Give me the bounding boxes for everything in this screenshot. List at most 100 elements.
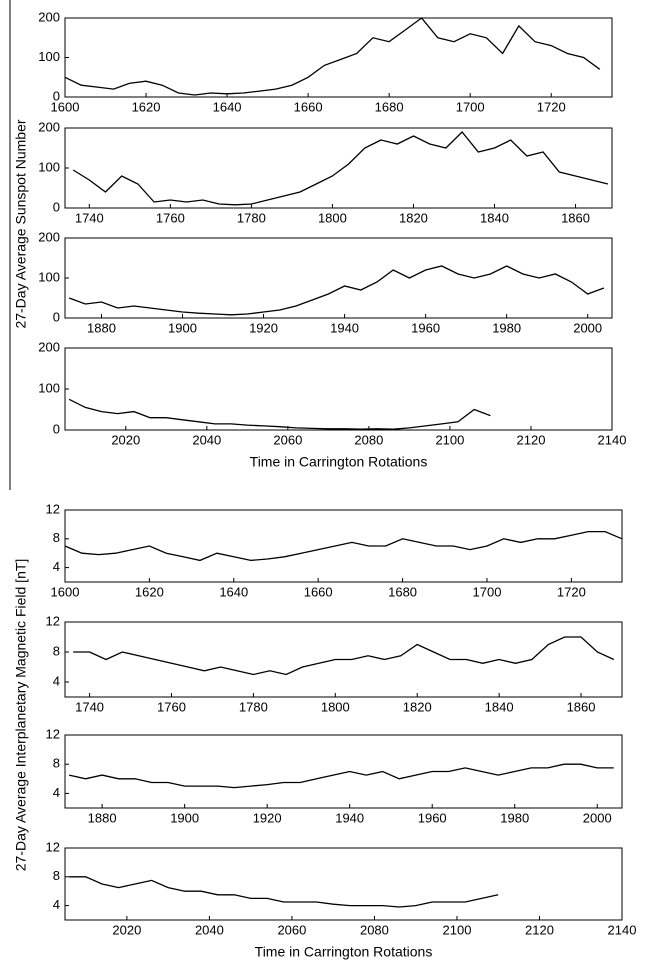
x-tick-label: 1800 <box>321 699 350 714</box>
plot-frame <box>64 621 623 698</box>
y-tick-label: 200 <box>38 229 60 244</box>
data-line <box>68 265 605 316</box>
x-tick-label: 2000 <box>573 320 602 335</box>
y-tick-label: 8 <box>53 530 60 545</box>
y-tick-label: 100 <box>38 49 60 64</box>
x-tick-label: 2140 <box>608 922 637 937</box>
y-tick-label: 8 <box>53 643 60 658</box>
x-tick-label: 1940 <box>335 810 364 825</box>
x-tick-label: 1920 <box>253 810 282 825</box>
plot-frame <box>64 734 623 809</box>
x-tick-label: 1720 <box>537 99 566 114</box>
x-tick-label: 1660 <box>294 99 323 114</box>
x-axis-label: Time in Carrington Rotations <box>250 454 428 470</box>
x-tick-label: 1680 <box>388 584 417 599</box>
x-tick-label: 1600 <box>51 99 80 114</box>
x-tick-label: 2040 <box>195 922 224 937</box>
y-tick-label: 100 <box>38 269 60 284</box>
x-tick-label: 1980 <box>492 320 521 335</box>
x-tick-label: 1940 <box>330 320 359 335</box>
y-tick-label: 0 <box>53 421 60 436</box>
y-tick-label: 100 <box>38 159 60 174</box>
x-tick-label: 1640 <box>213 99 242 114</box>
x-tick-label: 2120 <box>525 922 554 937</box>
data-line <box>69 876 499 908</box>
x-tick-label: 2020 <box>111 432 140 447</box>
x-tick-label: 2080 <box>360 922 389 937</box>
y-tick-label: 200 <box>38 9 60 24</box>
data-line <box>64 17 601 96</box>
x-tick-label: 1840 <box>485 699 514 714</box>
x-tick-label: 1700 <box>473 584 502 599</box>
x-tick-label: 1600 <box>51 584 80 599</box>
y-tick-label: 8 <box>53 868 60 883</box>
x-tick-label: 1860 <box>567 699 596 714</box>
x-tick-label: 1740 <box>75 699 104 714</box>
x-tick-label: 1720 <box>557 584 586 599</box>
data-line <box>73 636 615 676</box>
data-line <box>68 398 491 430</box>
plot-frame <box>64 127 613 209</box>
y-tick-label: 12 <box>46 613 60 628</box>
x-tick-label: 1700 <box>456 99 485 114</box>
plot-frame <box>64 347 613 431</box>
x-tick-label: 2040 <box>192 432 221 447</box>
x-tick-label: 2000 <box>583 810 612 825</box>
y-tick-label: 12 <box>46 839 60 854</box>
x-tick-label: 1780 <box>239 699 268 714</box>
x-tick-label: 1640 <box>219 584 248 599</box>
y-tick-label: 4 <box>53 785 60 800</box>
x-tick-label: 1900 <box>168 320 197 335</box>
y-tick-label: 200 <box>38 339 60 354</box>
x-tick-label: 1620 <box>132 99 161 114</box>
y-tick-label: 100 <box>38 380 60 395</box>
data-line <box>64 530 623 562</box>
x-tick-label: 1920 <box>249 320 278 335</box>
plot-frame <box>64 17 613 98</box>
y-tick-label: 0 <box>53 309 60 324</box>
data-line <box>68 763 614 789</box>
x-tick-label: 2080 <box>354 432 383 447</box>
x-tick-label: 1680 <box>375 99 404 114</box>
y-axis-label: 27-Day Average Sunspot Number <box>13 119 29 328</box>
data-line <box>72 131 609 206</box>
x-tick-label: 1880 <box>87 320 116 335</box>
x-tick-label: 1960 <box>411 320 440 335</box>
x-tick-label: 2060 <box>273 432 302 447</box>
y-tick-label: 4 <box>53 673 60 688</box>
x-tick-label: 1780 <box>237 210 266 225</box>
plot-frame <box>64 237 613 319</box>
x-tick-label: 1620 <box>135 584 164 599</box>
y-axis-label: 27-Day Average Interplanetary Magnetic F… <box>13 559 29 872</box>
x-tick-label: 2100 <box>435 432 464 447</box>
x-tick-label: 1880 <box>88 810 117 825</box>
x-tick-label: 2060 <box>277 922 306 937</box>
x-tick-label: 1760 <box>156 210 185 225</box>
y-tick-label: 8 <box>53 756 60 771</box>
x-tick-label: 1960 <box>418 810 447 825</box>
y-tick-label: 200 <box>38 119 60 134</box>
x-tick-label: 1800 <box>318 210 347 225</box>
x-tick-label: 1660 <box>304 584 333 599</box>
y-tick-label: 0 <box>53 88 60 103</box>
x-tick-label: 2100 <box>443 922 472 937</box>
y-tick-label: 4 <box>53 559 60 574</box>
x-tick-label: 1980 <box>500 810 529 825</box>
x-tick-label: 1820 <box>403 699 432 714</box>
x-tick-label: 1740 <box>75 210 104 225</box>
y-tick-label: 12 <box>46 726 60 741</box>
plot-frame <box>64 847 623 921</box>
x-tick-label: 1840 <box>480 210 509 225</box>
x-tick-label: 2020 <box>112 922 141 937</box>
y-tick-label: 4 <box>53 897 60 912</box>
y-tick-label: 12 <box>46 501 60 516</box>
x-axis-label: Time in Carrington Rotations <box>255 944 433 960</box>
x-tick-label: 1860 <box>561 210 590 225</box>
x-tick-label: 1760 <box>157 699 186 714</box>
x-tick-label: 1820 <box>399 210 428 225</box>
y-tick-label: 0 <box>53 199 60 214</box>
x-tick-label: 1900 <box>170 810 199 825</box>
x-tick-label: 2120 <box>517 432 546 447</box>
x-tick-label: 2140 <box>598 432 627 447</box>
